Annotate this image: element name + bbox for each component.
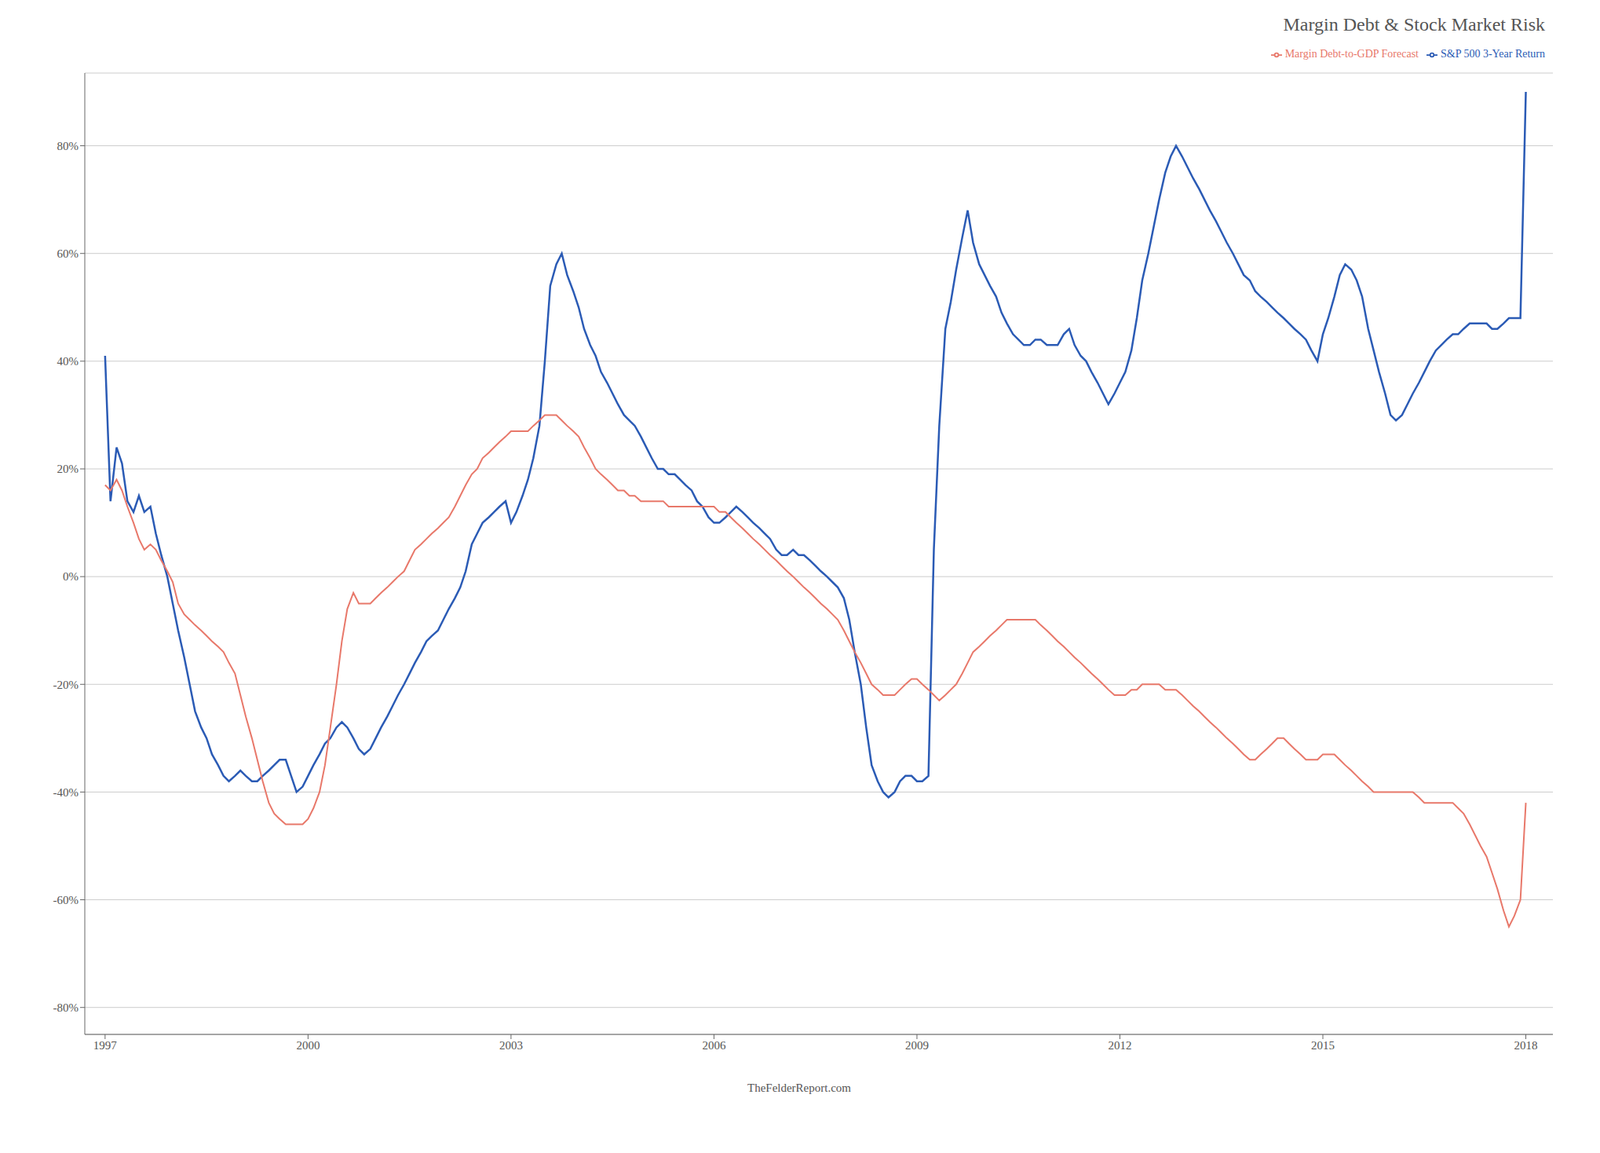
svg-text:2006: 2006 [701, 1038, 727, 1052]
svg-text:40%: 40% [57, 354, 80, 368]
svg-text:-60%: -60% [53, 893, 80, 906]
svg-text:80%: 80% [57, 139, 80, 153]
svg-text:-40%: -40% [53, 785, 80, 799]
svg-text:2015: 2015 [1311, 1038, 1335, 1052]
svg-text:60%: 60% [57, 247, 80, 260]
svg-text:20%: 20% [57, 462, 80, 475]
html-text:Margin Debt-to-GDP Forecast: Margin Debt-to-GDP Forecast [1284, 47, 1419, 60]
svg-text:1997: 1997 [93, 1038, 118, 1052]
html-text:S&P 500 3-Year Return: S&P 500 3-Year Return [1440, 47, 1546, 60]
svg-text:2009: 2009 [905, 1038, 929, 1052]
svg-text:2012: 2012 [1107, 1038, 1132, 1052]
svg-text:-20%: -20% [53, 678, 80, 691]
svg-text:2018: 2018 [1514, 1038, 1538, 1052]
svg-text:2003: 2003 [499, 1038, 523, 1052]
html-text:Margin Debt & Stock Market Ris: Margin Debt & Stock Market Risk [1283, 14, 1546, 35]
html-text:TheFelderReport.com: TheFelderReport.com [747, 1081, 852, 1094]
svg-text:-80%: -80% [53, 1000, 80, 1014]
svg-text:0%: 0% [62, 569, 79, 583]
svg-text:2000: 2000 [295, 1038, 320, 1052]
